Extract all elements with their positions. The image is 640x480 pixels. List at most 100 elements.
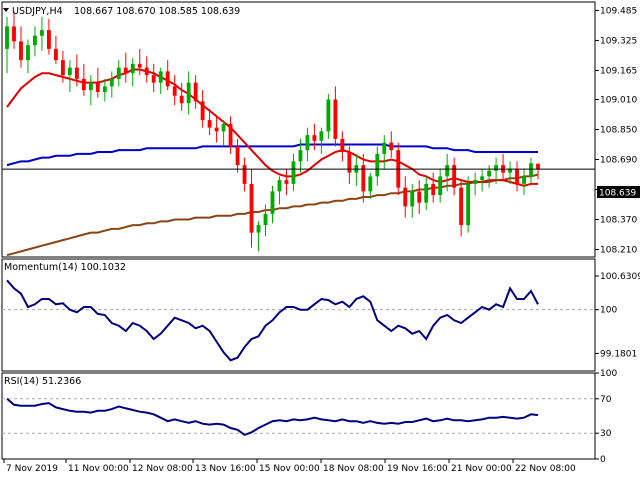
sma-short-line xyxy=(6,68,538,187)
candle[interactable] xyxy=(151,63,156,92)
candle[interactable] xyxy=(186,71,191,115)
candle[interactable] xyxy=(40,17,44,51)
candle-body xyxy=(417,191,422,203)
candle[interactable] xyxy=(347,146,352,184)
candle-body xyxy=(33,35,37,46)
candle[interactable] xyxy=(95,67,100,98)
candle[interactable] xyxy=(515,161,519,192)
candle[interactable] xyxy=(333,86,338,147)
candle-body xyxy=(284,180,289,184)
candle-body xyxy=(53,48,58,61)
candle[interactable] xyxy=(312,123,317,151)
candle[interactable] xyxy=(158,67,163,94)
candle-body xyxy=(158,71,163,83)
candle[interactable] xyxy=(53,35,58,64)
candle[interactable] xyxy=(116,60,121,87)
candle[interactable] xyxy=(536,163,540,180)
candle[interactable] xyxy=(438,168,443,203)
candle[interactable] xyxy=(445,153,450,192)
candle[interactable] xyxy=(88,75,93,106)
candle-body xyxy=(375,153,380,177)
candle[interactable] xyxy=(12,11,16,49)
candle[interactable] xyxy=(193,75,198,109)
candle[interactable] xyxy=(137,48,142,76)
candle[interactable] xyxy=(375,146,380,186)
candle[interactable] xyxy=(529,157,533,184)
candle[interactable] xyxy=(431,172,436,203)
candle-body xyxy=(508,168,512,173)
candle-body xyxy=(40,30,44,36)
candle[interactable] xyxy=(130,58,135,87)
candle-body xyxy=(305,135,310,151)
candle[interactable] xyxy=(361,153,366,203)
candle[interactable] xyxy=(165,60,170,91)
candle[interactable] xyxy=(501,153,505,181)
momentum-tick-label: 100.6309 xyxy=(600,272,640,282)
candle[interactable] xyxy=(81,63,86,96)
candle[interactable] xyxy=(298,138,303,173)
candle[interactable] xyxy=(207,108,212,136)
candle-body xyxy=(242,165,247,184)
candle[interactable] xyxy=(200,90,205,128)
candle[interactable] xyxy=(326,93,331,139)
candle[interactable] xyxy=(452,157,457,196)
candle[interactable] xyxy=(466,176,471,233)
candle[interactable] xyxy=(305,127,310,162)
candle[interactable] xyxy=(249,168,254,248)
candle-body xyxy=(186,82,191,104)
candle[interactable] xyxy=(382,135,387,169)
candle[interactable] xyxy=(487,165,492,188)
candle[interactable] xyxy=(172,75,177,106)
candle[interactable] xyxy=(263,204,268,237)
candle-body xyxy=(249,183,254,233)
candle-body xyxy=(221,123,226,132)
candle[interactable] xyxy=(179,82,184,111)
candle[interactable] xyxy=(319,127,324,154)
dropdown-triangle-icon[interactable] xyxy=(3,8,9,12)
candle[interactable] xyxy=(256,221,261,252)
candle[interactable] xyxy=(214,116,219,143)
candle[interactable] xyxy=(242,157,247,192)
candle[interactable] xyxy=(291,153,296,192)
candle[interactable] xyxy=(109,71,114,98)
candle[interactable] xyxy=(508,161,512,184)
candle[interactable] xyxy=(46,18,51,55)
candle[interactable] xyxy=(228,116,233,154)
candle-body xyxy=(466,183,471,226)
rsi-line xyxy=(6,398,539,437)
candles[interactable] xyxy=(5,11,540,252)
candle[interactable] xyxy=(494,157,499,184)
candle-body xyxy=(172,86,177,96)
candle[interactable] xyxy=(270,185,275,224)
candle[interactable] xyxy=(144,56,149,83)
candle[interactable] xyxy=(473,172,478,196)
candle[interactable] xyxy=(235,138,240,173)
candle[interactable] xyxy=(354,153,359,186)
candle[interactable] xyxy=(368,172,373,199)
candle[interactable] xyxy=(102,78,107,102)
candle[interactable] xyxy=(459,180,464,237)
candle[interactable] xyxy=(424,176,429,211)
candle[interactable] xyxy=(26,39,30,74)
candle[interactable] xyxy=(33,26,37,57)
candle[interactable] xyxy=(5,17,9,74)
candle[interactable] xyxy=(340,131,345,162)
time-tick-label: 7 Nov 2019 xyxy=(6,464,58,474)
candle[interactable] xyxy=(389,131,394,158)
candle[interactable] xyxy=(410,183,415,218)
candle[interactable] xyxy=(403,176,408,218)
candle[interactable] xyxy=(60,50,65,83)
candle[interactable] xyxy=(417,180,422,214)
candle[interactable] xyxy=(480,168,485,192)
candle[interactable] xyxy=(284,168,289,196)
candle[interactable] xyxy=(19,26,23,68)
candle[interactable] xyxy=(123,52,128,83)
candle-body xyxy=(382,142,387,154)
candle[interactable] xyxy=(221,120,226,147)
candle[interactable] xyxy=(74,54,79,87)
candle[interactable] xyxy=(277,176,282,205)
candle[interactable] xyxy=(67,60,72,92)
current-price-badge: 108.639 xyxy=(597,186,640,199)
candle[interactable] xyxy=(522,168,526,196)
